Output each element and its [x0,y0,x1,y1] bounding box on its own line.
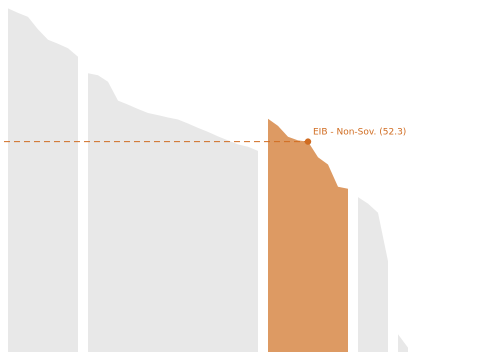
background-area-4 [358,197,388,352]
area-series [8,8,408,352]
background-area-5 [398,334,408,352]
background-area-2 [88,73,258,352]
background-area-1 [8,8,78,352]
highlight-area [268,118,348,352]
highlight-point [304,138,312,145]
annotation-label: EIB - Non-Sov. (52.3) [313,128,406,138]
